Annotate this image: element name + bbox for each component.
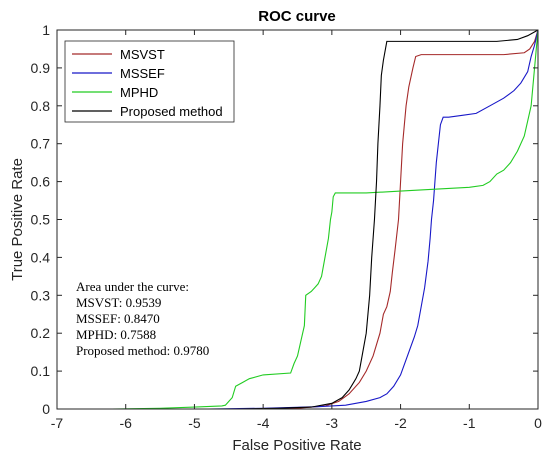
x-tick-label: -7: [51, 415, 64, 431]
y-ticks: 0 0.1 0.2 0.3 0.4 0.5 0.6 0.7 0.8 0.9 1: [31, 22, 538, 417]
legend-label: MSSEF: [120, 66, 165, 81]
x-tick-label: -6: [119, 415, 132, 431]
x-tick-label: -2: [394, 415, 407, 431]
y-tick-label: 0.1: [31, 363, 51, 379]
series-line-mssef: [208, 29, 539, 410]
x-ticks: -7 -6 -5 -4 -3 -2 -1 0: [51, 30, 542, 431]
legend-label: Proposed method: [120, 104, 223, 119]
auc-annotation: Area under the curve: MSVST: 0.9539 MSSE…: [76, 279, 209, 358]
legend-entries: MSVST MSSEF MPHD Proposed method: [72, 47, 223, 119]
y-tick-label: 1: [42, 22, 50, 38]
auc-line-mssef: MSSEF: 0.8470: [76, 311, 160, 326]
x-tick-label: -5: [188, 415, 201, 431]
y-tick-label: 0.4: [31, 249, 51, 265]
legend-label: MPHD: [120, 85, 158, 100]
series-line-proposed-method: [235, 29, 539, 410]
x-tick-label: -3: [326, 415, 339, 431]
x-axis-label: False Positive Rate: [232, 437, 361, 454]
y-tick-label: 0: [42, 401, 50, 417]
x-tick-label: 0: [534, 415, 542, 431]
y-tick-label: 0.9: [31, 60, 51, 76]
auc-line-msvst: MSVST: 0.9539: [76, 295, 161, 310]
chart-title: ROC curve: [258, 8, 336, 25]
series-layer: [111, 29, 539, 410]
x-tick-label: -4: [257, 415, 270, 431]
y-tick-label: 0.8: [31, 98, 51, 114]
auc-line-proposed: Proposed method: 0.9780: [76, 343, 209, 358]
legend: MSVST MSSEF MPHD Proposed method: [64, 40, 235, 123]
series-line-mphd: [111, 29, 539, 410]
auc-heading: Area under the curve:: [76, 279, 189, 294]
series-line-msvst: [228, 29, 539, 410]
legend-label: MSVST: [120, 47, 165, 62]
y-tick-label: 0.5: [31, 212, 51, 228]
y-tick-label: 0.7: [31, 136, 51, 152]
y-tick-label: 0.3: [31, 287, 51, 303]
y-tick-label: 0.2: [31, 325, 51, 341]
y-axis-label: True Positive Rate: [9, 158, 26, 281]
x-tick-label: -1: [463, 415, 476, 431]
y-tick-label: 0.6: [31, 174, 51, 190]
auc-line-mphd: MPHD: 0.7588: [76, 327, 156, 342]
